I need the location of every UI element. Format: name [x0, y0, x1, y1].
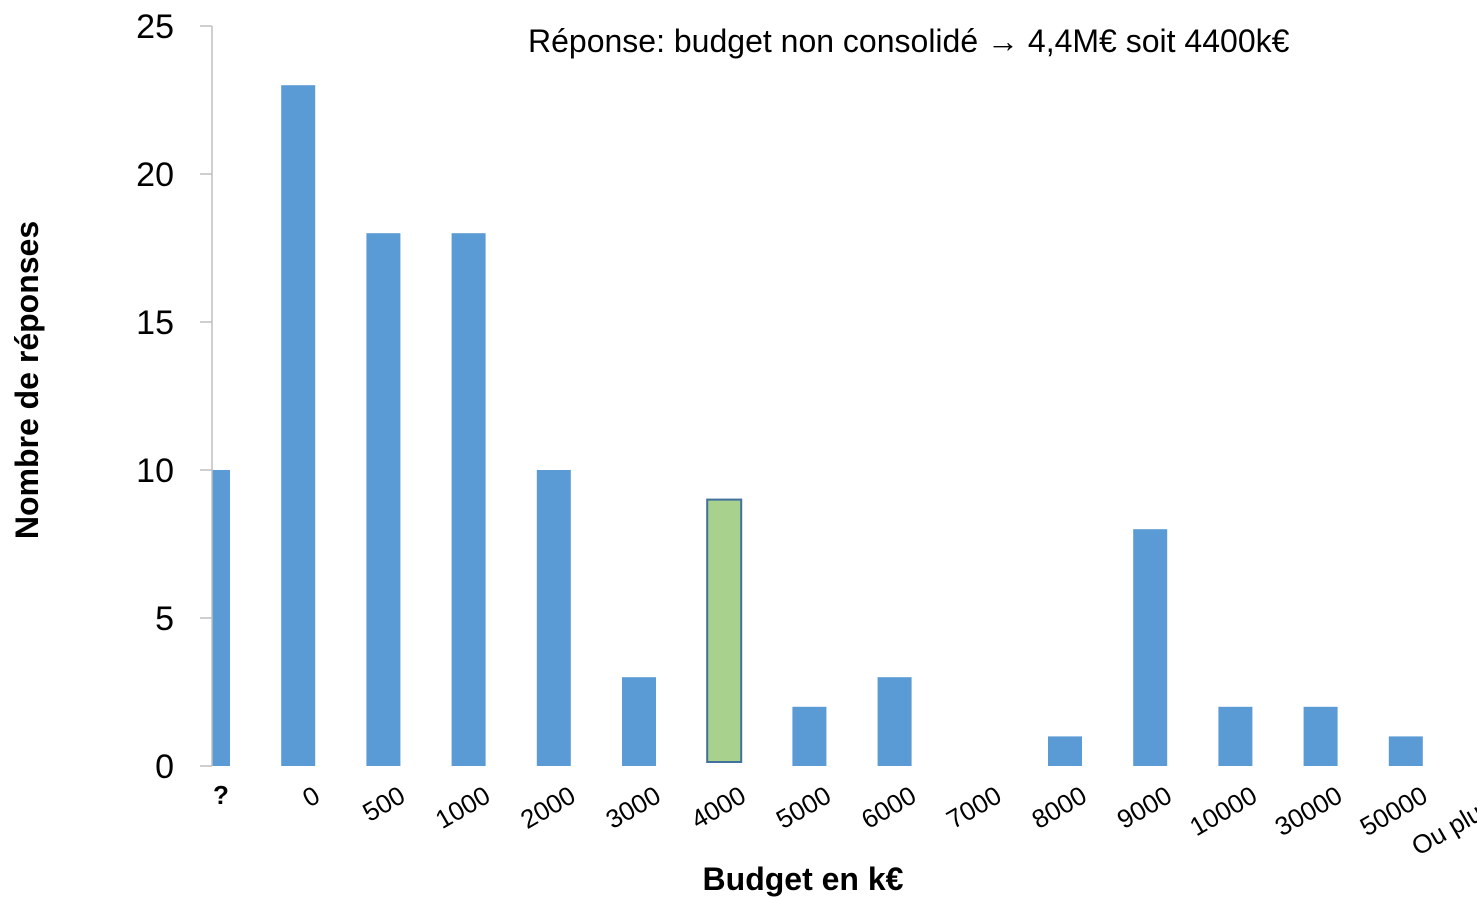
bar-3000 [622, 677, 656, 766]
bar-500 [366, 233, 401, 766]
x-tick-label: 30000 [1270, 780, 1348, 842]
x-tick-label: 2000 [515, 780, 580, 835]
x-tick-label: 0 [297, 780, 325, 813]
bar-10000 [1218, 706, 1253, 766]
y-tick-label: 25 [136, 8, 174, 46]
bar-unknown [212, 470, 230, 766]
y-tick-label: 0 [155, 748, 174, 786]
x-tick-labels: ? 0 500 1000 2000 3000 4000 5000 6000 7000 8000 900… [213, 780, 1477, 862]
y-tick-labels: 0 5 10 15 20 25 [136, 8, 174, 786]
x-tick-label: 8000 [1027, 780, 1092, 835]
y-tick-label: 5 [155, 600, 174, 638]
x-axis-title: Budget en k€ [703, 861, 904, 897]
x-tick-label: 5000 [771, 780, 836, 835]
x-tick-label: 3000 [601, 780, 666, 835]
x-tick-label: ? [213, 780, 229, 810]
bar-30000 [1303, 706, 1338, 766]
bars-group [212, 85, 1423, 766]
bar-8000 [1048, 736, 1082, 766]
y-axis-title: Nombre de réponses [9, 221, 45, 539]
y-tick-label: 20 [136, 156, 174, 194]
x-tick-label: 4000 [686, 780, 751, 835]
bar-2000 [536, 470, 571, 766]
bar-50000 [1388, 736, 1423, 766]
bar-9000 [1133, 529, 1168, 766]
bar-1000 [451, 233, 486, 766]
x-tick-label: 1000 [430, 780, 495, 835]
y-tick-label: 15 [136, 304, 174, 342]
y-tick-label: 10 [136, 452, 174, 490]
x-tick-label: 7000 [941, 780, 1006, 835]
bar-5000 [792, 706, 827, 766]
annotation-text: Réponse: budget non consolidé → 4,4M€ so… [528, 23, 1290, 59]
axes-group [200, 25, 213, 767]
x-tick-label: 6000 [856, 780, 921, 835]
x-tick-label: 500 [357, 780, 410, 828]
x-tick-label: 10000 [1184, 780, 1262, 842]
bar-4000 [706, 498, 743, 763]
bar-0 [281, 85, 316, 766]
bar-6000 [877, 677, 912, 766]
x-tick-label: 9000 [1112, 780, 1177, 835]
